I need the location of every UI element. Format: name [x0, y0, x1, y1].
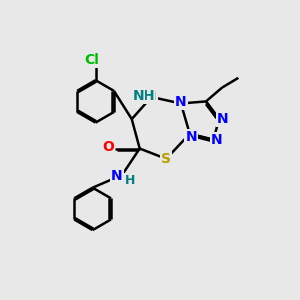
Text: O: O [102, 140, 114, 154]
Text: N: N [138, 89, 148, 102]
Text: H: H [143, 88, 154, 103]
Text: N: N [217, 112, 229, 126]
Text: S: S [161, 152, 171, 166]
Text: N: N [111, 169, 122, 184]
Text: H: H [125, 174, 136, 187]
Text: N: N [132, 88, 144, 103]
Text: N: N [185, 130, 197, 144]
Text: Cl: Cl [85, 52, 99, 67]
Text: N: N [211, 133, 223, 147]
Text: N: N [175, 95, 187, 109]
Text: H: H [146, 91, 157, 103]
